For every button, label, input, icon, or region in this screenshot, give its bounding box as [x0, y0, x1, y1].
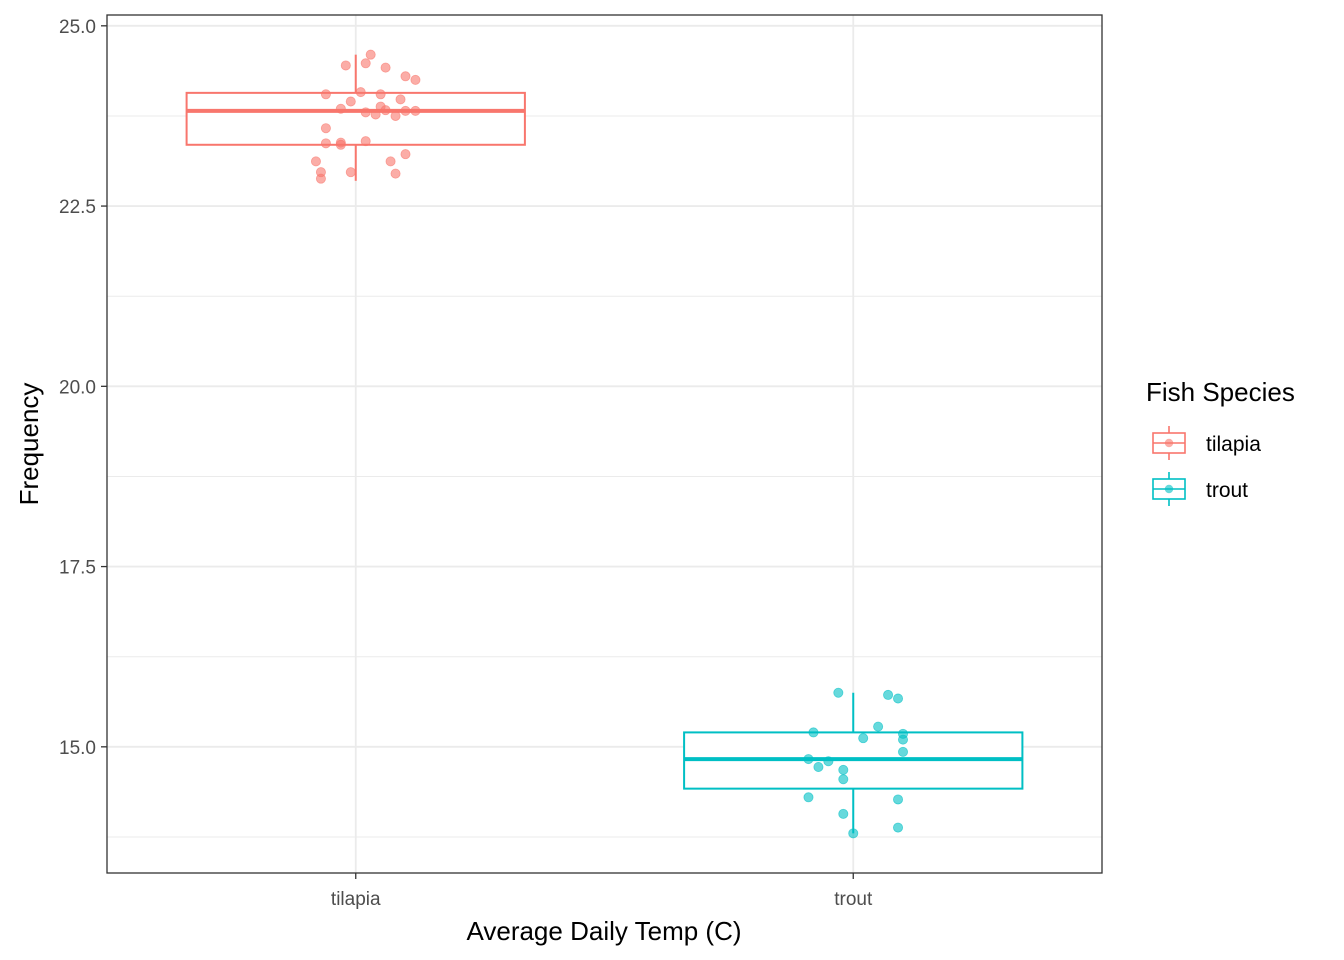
- data-point-tilapia: [335, 139, 346, 150]
- x-axis-title: Average Daily Temp (C): [466, 916, 741, 946]
- data-point-tilapia: [380, 62, 391, 73]
- data-point-tilapia: [335, 103, 346, 114]
- legend-key-trout: trout: [1152, 472, 1248, 506]
- x-tick-label: tilapia: [331, 889, 381, 910]
- legend-label-trout: trout: [1206, 479, 1248, 502]
- y-tick-label: 20.0: [59, 377, 96, 398]
- y-axis: 15.0 17.5 20.0 22.5 25.0: [59, 17, 107, 759]
- data-point-trout: [833, 687, 844, 698]
- data-point-tilapia: [375, 89, 386, 100]
- data-point-tilapia: [390, 110, 401, 121]
- data-point-tilapia: [400, 105, 411, 116]
- data-point-trout: [823, 756, 834, 767]
- legend-title: Fish Species: [1146, 377, 1295, 407]
- data-point-trout: [803, 792, 814, 803]
- data-point-tilapia: [345, 167, 356, 178]
- data-point-tilapia: [315, 173, 326, 184]
- data-point-tilapia: [385, 156, 396, 167]
- data-point-trout: [898, 746, 909, 757]
- y-axis-title: Frequency: [14, 383, 44, 506]
- data-point-trout: [898, 734, 909, 745]
- data-point-tilapia: [340, 60, 351, 71]
- y-tick-label: 17.5: [59, 558, 96, 579]
- y-tick-label: 15.0: [59, 738, 96, 759]
- data-point-tilapia: [360, 107, 371, 118]
- panel-background: [107, 15, 1102, 873]
- data-point-tilapia: [320, 123, 331, 134]
- legend-key-point: [1164, 484, 1174, 494]
- data-point-tilapia: [310, 156, 321, 167]
- data-point-tilapia: [365, 49, 376, 60]
- data-point-tilapia: [360, 136, 371, 147]
- data-point-tilapia: [390, 168, 401, 179]
- data-point-trout: [803, 754, 814, 765]
- data-point-tilapia: [360, 58, 371, 69]
- data-point-tilapia: [395, 94, 406, 105]
- data-point-trout: [838, 764, 849, 775]
- data-point-tilapia: [370, 109, 381, 120]
- x-tick-label: trout: [834, 889, 873, 910]
- legend-key-point: [1164, 438, 1174, 448]
- data-point-tilapia: [320, 89, 331, 100]
- data-point-tilapia: [345, 96, 356, 107]
- data-point-tilapia: [320, 138, 331, 149]
- data-point-trout: [838, 774, 849, 785]
- data-point-trout: [873, 721, 884, 732]
- data-point-tilapia: [380, 105, 391, 116]
- data-point-tilapia: [400, 149, 411, 160]
- data-point-trout: [808, 727, 819, 738]
- data-point-trout: [893, 693, 904, 704]
- data-point-tilapia: [400, 71, 411, 82]
- data-point-trout: [893, 822, 904, 833]
- data-point-tilapia: [410, 74, 421, 85]
- data-point-tilapia: [410, 105, 421, 116]
- data-point-tilapia: [355, 87, 366, 98]
- box-trout: [683, 692, 1024, 834]
- legend: Fish Species tilapia trout: [1146, 377, 1295, 506]
- x-axis: tilapia trout: [331, 873, 873, 910]
- data-point-trout: [858, 733, 869, 744]
- data-point-trout: [813, 762, 824, 773]
- y-tick-label: 22.5: [59, 197, 96, 218]
- data-point-trout: [893, 794, 904, 805]
- grid: [107, 15, 1102, 873]
- legend-key-tilapia: tilapia: [1152, 426, 1261, 460]
- data-point-trout: [838, 808, 849, 819]
- panel-border: [106, 14, 1103, 874]
- legend-label-tilapia: tilapia: [1206, 433, 1261, 456]
- data-points: [310, 49, 909, 839]
- box-body: [185, 91, 526, 146]
- data-point-trout: [848, 828, 859, 839]
- data-point-trout: [883, 689, 894, 700]
- y-tick-label: 25.0: [59, 17, 96, 38]
